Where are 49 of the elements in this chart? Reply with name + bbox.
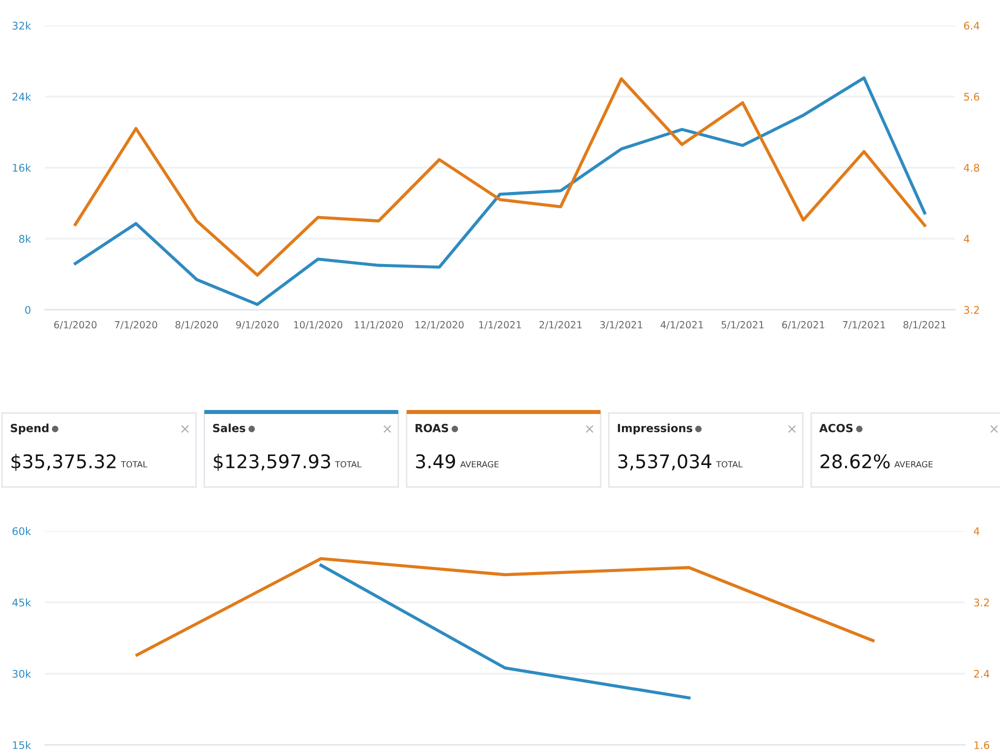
y-tick-label: 8k xyxy=(19,234,32,243)
x-tick-label: 7/1/2021 xyxy=(842,321,885,330)
x-tick-label: 3/1/2021 xyxy=(600,321,642,330)
y-tick-label: 32k xyxy=(12,22,32,30)
x-tick-label: 6/1/2020 xyxy=(54,321,97,330)
x-tick-label: 12/1/2020 xyxy=(415,321,464,330)
text: Impressions xyxy=(618,424,692,434)
y-tick-label: 60k xyxy=(12,527,32,536)
text: $35,375.32 xyxy=(12,454,116,471)
text: AVERAGE xyxy=(460,461,499,468)
x-tick-label: 1/1/2021 xyxy=(479,321,521,330)
y2-tick-label: 4 xyxy=(964,235,970,243)
text: 28.62% xyxy=(820,454,890,468)
x-tick-label: 4/1/2021 xyxy=(660,321,703,330)
text: Spend xyxy=(10,424,48,434)
text: TOTAL xyxy=(335,461,362,468)
y-tick-label: 30k xyxy=(12,670,32,678)
x-tick-label: 8/1/2020 xyxy=(175,321,218,330)
text: Sales xyxy=(213,424,246,432)
y-tick-label: 24k xyxy=(12,92,32,101)
text: $123,597.93 xyxy=(214,454,330,471)
y-tick-label: 0 xyxy=(25,306,30,314)
y-tick-label: 16k xyxy=(12,164,32,172)
text: AVERAGE xyxy=(894,461,933,468)
text: ROAS xyxy=(416,424,448,432)
x-tick-label: 9/1/2020 xyxy=(236,321,279,330)
x-tick-label: 7/1/2020 xyxy=(114,321,158,330)
y2-tick-label: 3.2 xyxy=(964,306,979,314)
x-tick-label: 10/1/2020 xyxy=(294,321,342,330)
y-tick-label: 45k xyxy=(12,598,32,606)
text: ACOS xyxy=(819,424,853,432)
y2-tick-label: 1.6 xyxy=(974,741,990,750)
text: TOTAL xyxy=(120,461,148,468)
text: 3.49 xyxy=(416,454,456,468)
y2-tick-label: 5.6 xyxy=(964,92,980,101)
x-tick-label: 6/1/2021 xyxy=(782,321,824,330)
x-tick-label: 8/1/2021 xyxy=(903,321,946,330)
y2-tick-label: 4 xyxy=(974,527,980,535)
x-tick-label: 5/1/2021 xyxy=(722,321,764,330)
y-tick-label: 15k xyxy=(12,741,32,750)
x-tick-label: 11/1/2020 xyxy=(354,321,403,330)
y2-tick-label: 6.4 xyxy=(964,22,980,30)
text: TOTAL xyxy=(716,461,743,468)
y2-tick-label: 4.8 xyxy=(964,164,980,172)
line-series xyxy=(135,557,875,656)
y2-tick-label: 2.4 xyxy=(974,670,990,678)
text: 3,537,034 xyxy=(618,454,712,470)
y2-tick-label: 3.2 xyxy=(974,598,989,606)
x-tick-label: 2/1/2021 xyxy=(540,321,582,330)
